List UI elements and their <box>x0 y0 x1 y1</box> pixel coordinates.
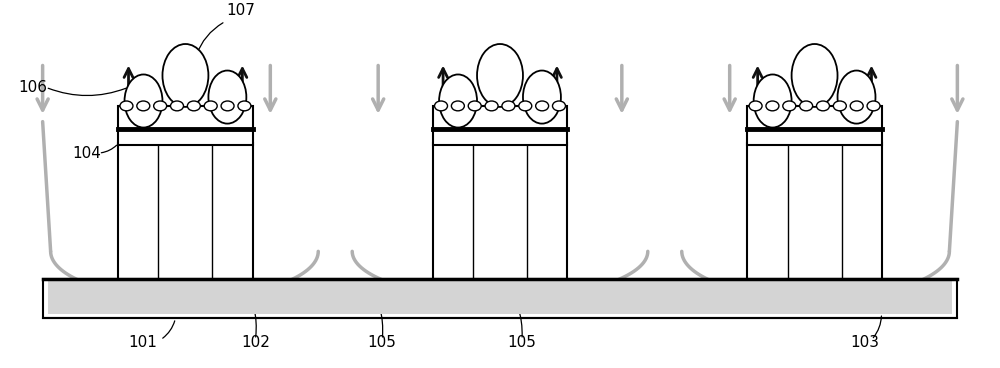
Bar <box>747 106 882 145</box>
Ellipse shape <box>120 101 133 111</box>
Text: 107: 107 <box>226 3 255 18</box>
Ellipse shape <box>792 44 838 107</box>
Text: 105: 105 <box>368 335 397 350</box>
Text: 104: 104 <box>73 146 101 160</box>
Text: 105: 105 <box>508 335 536 350</box>
Text: 106: 106 <box>19 80 48 95</box>
Ellipse shape <box>502 101 515 111</box>
Bar <box>48 281 952 314</box>
Ellipse shape <box>125 74 162 128</box>
Ellipse shape <box>204 101 217 111</box>
Bar <box>747 143 882 279</box>
Ellipse shape <box>238 101 251 111</box>
Ellipse shape <box>536 101 549 111</box>
Ellipse shape <box>468 101 481 111</box>
Ellipse shape <box>477 44 523 107</box>
Ellipse shape <box>833 101 846 111</box>
Ellipse shape <box>552 101 565 111</box>
Bar <box>433 106 567 145</box>
Ellipse shape <box>451 101 464 111</box>
Ellipse shape <box>154 101 167 111</box>
Ellipse shape <box>867 101 880 111</box>
Ellipse shape <box>749 101 762 111</box>
Ellipse shape <box>137 101 150 111</box>
Ellipse shape <box>800 101 813 111</box>
Ellipse shape <box>439 74 477 128</box>
Bar <box>118 106 253 145</box>
Ellipse shape <box>221 101 234 111</box>
Text: 103: 103 <box>850 335 879 350</box>
Ellipse shape <box>485 101 498 111</box>
Ellipse shape <box>208 71 246 124</box>
Ellipse shape <box>162 44 208 107</box>
Bar <box>118 143 253 279</box>
Ellipse shape <box>783 101 796 111</box>
Ellipse shape <box>171 101 184 111</box>
Ellipse shape <box>754 74 792 128</box>
Ellipse shape <box>816 101 829 111</box>
Ellipse shape <box>523 71 561 124</box>
Ellipse shape <box>187 101 200 111</box>
Text: 102: 102 <box>241 335 270 350</box>
Ellipse shape <box>838 71 875 124</box>
Ellipse shape <box>850 101 863 111</box>
Ellipse shape <box>435 101 448 111</box>
Bar <box>43 279 957 318</box>
Text: 101: 101 <box>128 335 157 350</box>
Bar <box>433 143 567 279</box>
Ellipse shape <box>519 101 532 111</box>
Ellipse shape <box>766 101 779 111</box>
